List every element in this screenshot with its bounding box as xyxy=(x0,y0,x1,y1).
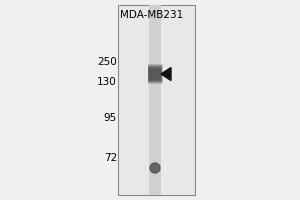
Polygon shape xyxy=(161,68,171,80)
Text: MDA-MB231: MDA-MB231 xyxy=(120,10,183,20)
Bar xyxy=(148,64,163,84)
Bar xyxy=(148,67,162,81)
Text: 72: 72 xyxy=(104,153,117,163)
Circle shape xyxy=(150,163,160,173)
Bar xyxy=(149,5,161,195)
Text: 95: 95 xyxy=(104,113,117,123)
Bar xyxy=(149,69,161,79)
Text: 130: 130 xyxy=(97,77,117,87)
Bar xyxy=(148,65,162,83)
Text: 250: 250 xyxy=(97,57,117,67)
Bar xyxy=(148,66,162,82)
Bar xyxy=(118,5,195,195)
Bar xyxy=(149,68,161,80)
